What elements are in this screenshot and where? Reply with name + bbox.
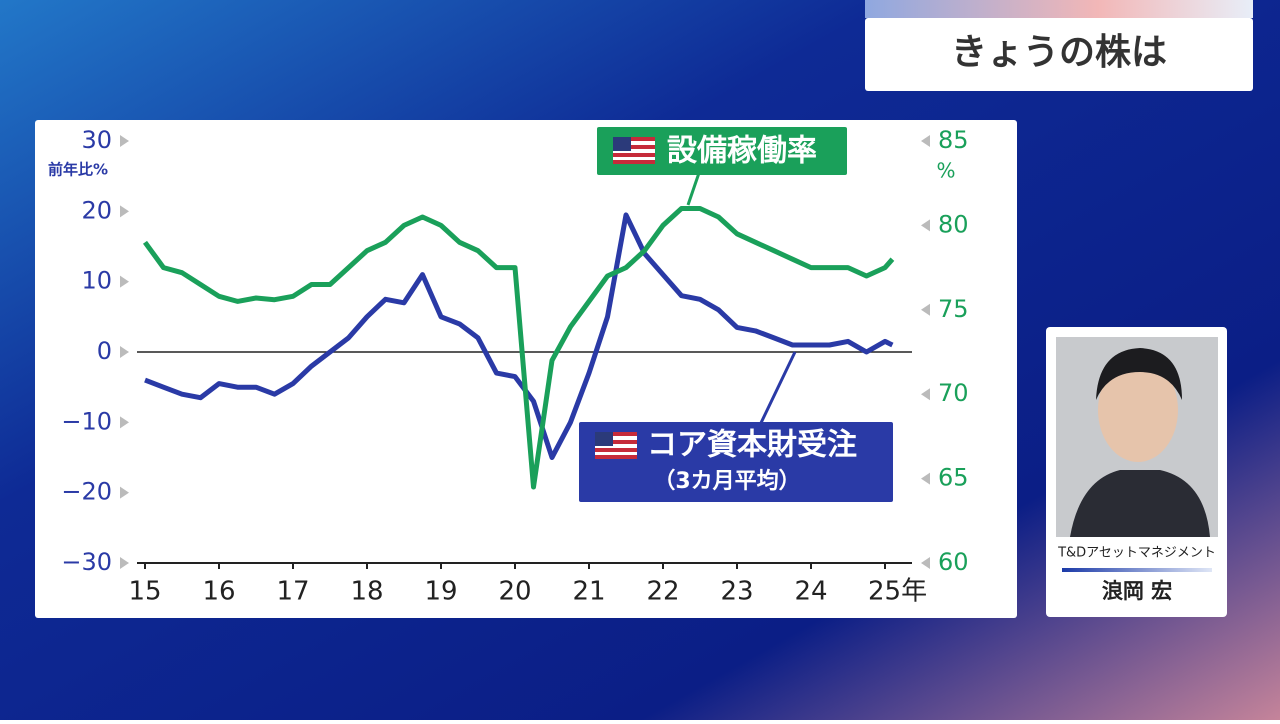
y2-tick-mark — [921, 303, 930, 316]
series-line — [142, 206, 895, 490]
guest-company: T&Dアセットマネジメント — [1057, 546, 1216, 561]
guest-name: 浪岡 宏 — [1102, 579, 1172, 603]
guest-underline — [1062, 568, 1212, 572]
y2-tick-mark — [921, 472, 930, 485]
y-axis-label: 前年比% — [48, 161, 108, 179]
x-tick-label: 22 — [646, 577, 679, 607]
x-tick-label: 23 — [720, 577, 753, 607]
header-box — [865, 18, 1253, 91]
y2-tick-label: 75 — [938, 295, 969, 323]
x-tick-label: 19 — [424, 577, 457, 607]
callout-box — [597, 127, 847, 175]
y2-tick-label: 65 — [938, 464, 969, 492]
y-tick-mark — [120, 135, 129, 147]
y-tick-label: 30 — [81, 126, 112, 154]
y2-tick-mark — [921, 388, 930, 401]
header-title: きょうの株は — [951, 32, 1167, 73]
y-tick-mark — [120, 486, 129, 499]
annotation: （3カ月平均） — [653, 468, 800, 494]
y-tick-label: −30 — [61, 548, 112, 576]
y-tick-mark — [120, 346, 129, 358]
us-flag — [613, 137, 655, 164]
y-tick-label: 20 — [81, 196, 112, 224]
y-tick-label: −10 — [61, 407, 112, 435]
x-tick-label: 25年 — [868, 577, 927, 607]
x-tick-label: 20 — [498, 577, 531, 607]
series-label: 設備稼働率 — [667, 134, 817, 169]
guest-photo — [1098, 358, 1178, 462]
callout-box — [579, 422, 893, 502]
y-tick-label: 10 — [81, 267, 112, 295]
x-tick-label: 16 — [202, 577, 235, 607]
y-tick-label: −20 — [61, 478, 112, 506]
x-tick-label: 18 — [350, 577, 383, 607]
plot: −30 −20 −10 0 10 20 30 60 65 70 75 80 85 15 16 17 18 19 20… — [61, 126, 968, 607]
x-tick-label: 17 — [276, 577, 309, 607]
y-tick-label: 0 — [97, 337, 112, 365]
y2-tick-mark — [921, 219, 930, 232]
us-flag — [595, 432, 637, 459]
y2-tick-label: 60 — [938, 548, 969, 576]
x-tick-label: 21 — [572, 577, 605, 607]
y2-tick-mark — [921, 135, 930, 147]
y-tick-mark — [120, 205, 129, 218]
y2-tick-label: 85 — [938, 126, 969, 154]
y2-axis-label: % — [936, 159, 955, 183]
series-label: コア資本財受注 — [647, 428, 857, 463]
callout-pointer — [686, 169, 702, 206]
y-tick-mark — [120, 275, 129, 288]
callout-pointer — [758, 351, 797, 426]
guest-photo — [1096, 348, 1182, 400]
y-tick-mark — [120, 416, 129, 429]
y-tick-mark — [120, 557, 129, 569]
y2-tick-mark — [921, 557, 930, 569]
guest-photo — [1070, 470, 1210, 537]
y2-tick-label: 80 — [938, 210, 969, 238]
x-tick-label: 15 — [128, 577, 161, 607]
y2-tick-label: 70 — [938, 379, 969, 407]
header-strip — [865, 0, 1253, 18]
x-tick-label: 24 — [794, 577, 827, 607]
